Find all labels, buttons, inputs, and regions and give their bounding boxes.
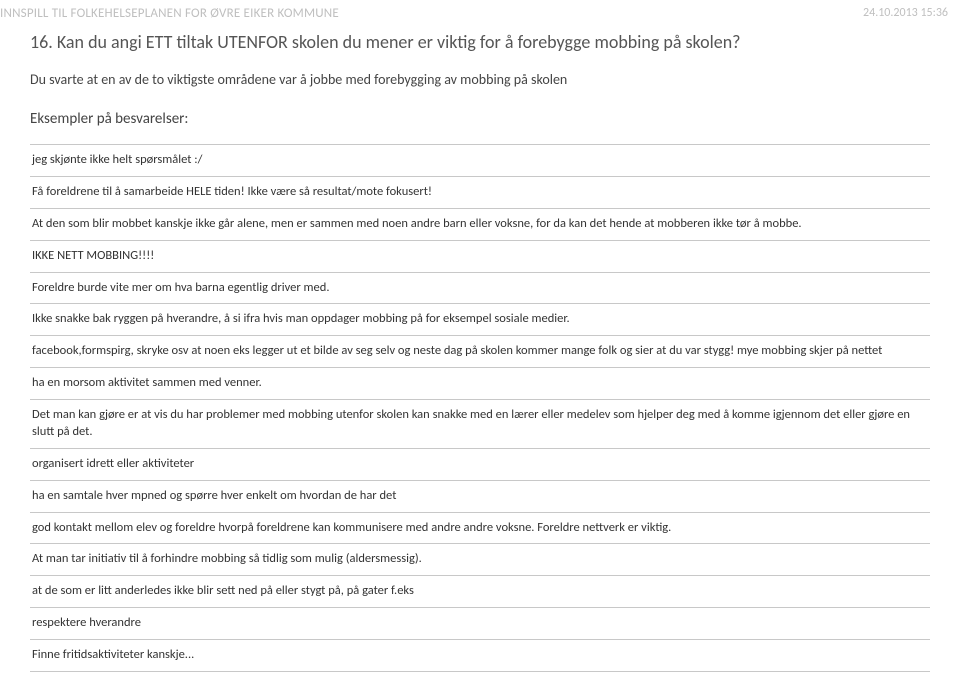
table-row: organisert idrett eller aktiviteter: [30, 448, 930, 480]
question-text: Kan du angi ETT tiltak UTENFOR skolen du…: [57, 31, 741, 53]
response-cell: Ikke snakke bak ryggen på hverandre, å s…: [30, 304, 930, 336]
table-row: Ikke snakke bak ryggen på hverandre, å s…: [30, 304, 930, 336]
response-cell: ha en morsom aktivitet sammen med venner…: [30, 368, 930, 400]
table-row: Foreldre burde vite mer om hva barna ege…: [30, 272, 930, 304]
response-cell: Det man kan gjøre er at vis du har probl…: [30, 400, 930, 449]
response-cell: At man tar initiativ til å forhindre mob…: [30, 544, 930, 576]
header-title: INNSPILL TIL FOLKEHELSEPLANEN FOR ØVRE E…: [0, 6, 339, 21]
response-cell: At den som blir mobbet kanskje ikke går …: [30, 208, 930, 240]
content-area: 16. Kan du angi ETT tiltak UTENFOR skole…: [0, 23, 960, 672]
response-cell: respektere hverandre: [30, 608, 930, 640]
response-cell: IKKE NETT MOBBING!!!!: [30, 240, 930, 272]
response-cell: facebook,formspirg, skryke osv at noen e…: [30, 336, 930, 368]
table-row: At man tar initiativ til å forhindre mob…: [30, 544, 930, 576]
response-cell: ha en samtale hver mpned og spørre hver …: [30, 480, 930, 512]
responses-table: jeg skjønte ikke helt spørsmålet :/Få fo…: [30, 144, 930, 672]
question-subtext: Du svarte at en av de to viktigste områd…: [30, 71, 930, 88]
header-date: 24.10.2013 15:36: [863, 6, 948, 20]
response-cell: Finne fritidsaktiviteter kanskje...: [30, 640, 930, 672]
response-cell: Foreldre burde vite mer om hva barna ege…: [30, 272, 930, 304]
table-row: jeg skjønte ikke helt spørsmålet :/: [30, 145, 930, 177]
table-row: ha en morsom aktivitet sammen med venner…: [30, 368, 930, 400]
examples-label: Eksempler på besvarelser:: [30, 110, 930, 128]
table-row: Det man kan gjøre er at vis du har probl…: [30, 400, 930, 449]
table-row: ha en samtale hver mpned og spørre hver …: [30, 480, 930, 512]
response-cell: jeg skjønte ikke helt spørsmålet :/: [30, 145, 930, 177]
page-header: INNSPILL TIL FOLKEHELSEPLANEN FOR ØVRE E…: [0, 0, 960, 23]
question-number: 16.: [30, 31, 53, 53]
table-row: Få foreldrene til å samarbeide HELE tide…: [30, 176, 930, 208]
table-row: Finne fritidsaktiviteter kanskje...: [30, 640, 930, 672]
table-row: facebook,formspirg, skryke osv at noen e…: [30, 336, 930, 368]
table-row: at de som er litt anderledes ikke blir s…: [30, 576, 930, 608]
response-cell: god kontakt mellom elev og foreldre hvor…: [30, 512, 930, 544]
table-row: IKKE NETT MOBBING!!!!: [30, 240, 930, 272]
table-row: god kontakt mellom elev og foreldre hvor…: [30, 512, 930, 544]
table-row: At den som blir mobbet kanskje ikke går …: [30, 208, 930, 240]
response-cell: at de som er litt anderledes ikke blir s…: [30, 576, 930, 608]
response-cell: organisert idrett eller aktiviteter: [30, 448, 930, 480]
response-cell: Få foreldrene til å samarbeide HELE tide…: [30, 176, 930, 208]
table-row: respektere hverandre: [30, 608, 930, 640]
question-heading: 16. Kan du angi ETT tiltak UTENFOR skole…: [30, 31, 930, 53]
